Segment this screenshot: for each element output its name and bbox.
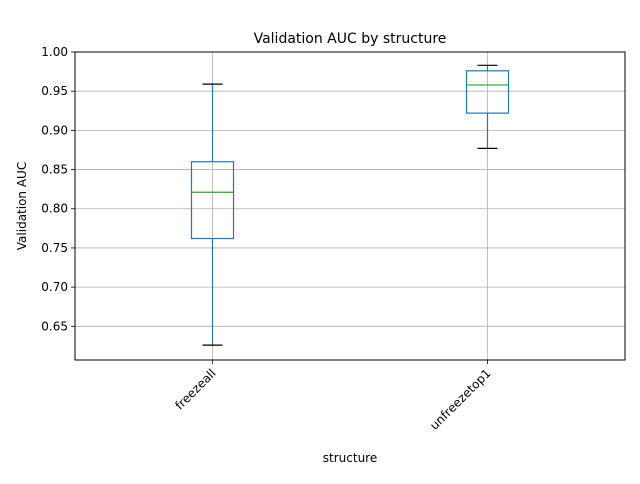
plot-frame (74, 51, 626, 361)
y-tick-label: 0.90 (41, 123, 68, 137)
y-tick-label: 0.80 (41, 202, 68, 216)
y-tick-label: 0.95 (41, 84, 68, 98)
box-unfreezetop1 (465, 64, 510, 149)
box-freezeall (190, 83, 235, 346)
y-tick-label: 1.00 (41, 45, 68, 59)
y-axis: 0.65 0.70 0.75 0.80 0.85 0.90 0.95 1.00 (41, 45, 75, 333)
iqr-box (190, 161, 235, 240)
y-tick-label: 0.75 (41, 241, 68, 255)
x-tick-label: unfreezetop1 (427, 366, 493, 432)
y-tick-label: 0.85 (41, 163, 68, 177)
iqr-box (465, 70, 510, 114)
y-tick-label: 0.70 (41, 280, 68, 294)
box-series (190, 64, 510, 346)
y-tick-label: 0.65 (41, 319, 68, 333)
x-axis: freezeall unfreezetop1 (172, 360, 494, 433)
y-axis-label: Validation AUC (15, 162, 29, 250)
x-axis-label: structure (323, 451, 377, 465)
x-tick-label: freezeall (172, 366, 218, 412)
chart-title: Validation AUC by structure (254, 31, 447, 47)
grid-lines (75, 51, 625, 360)
